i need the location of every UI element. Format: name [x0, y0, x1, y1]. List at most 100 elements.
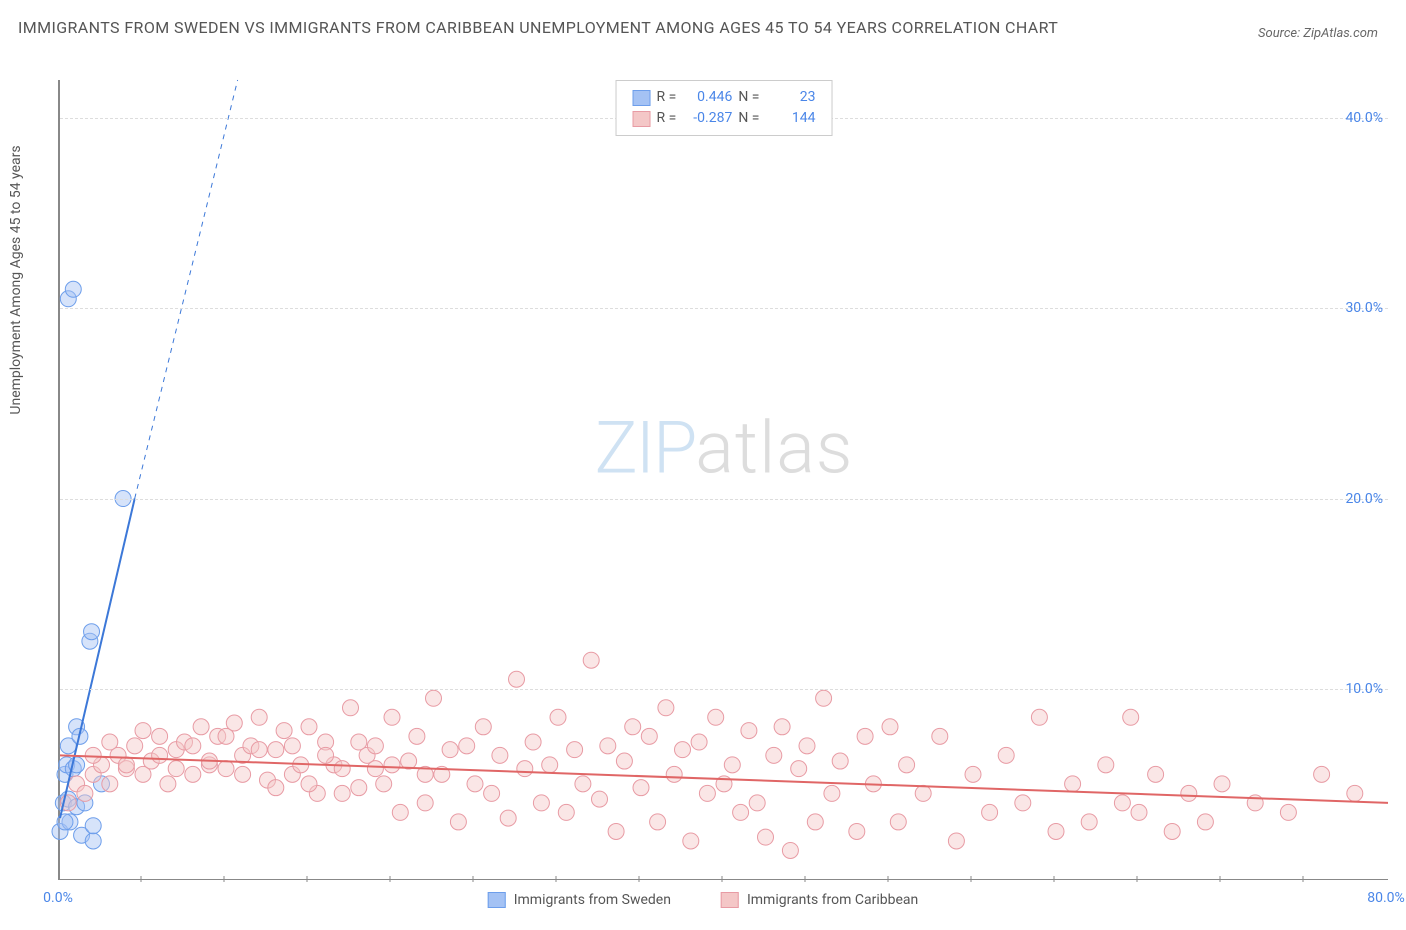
data-point [733, 804, 749, 820]
n-label: N = [738, 87, 759, 108]
x-tick-label: 0.0% [43, 890, 73, 906]
x-tick-mark [473, 876, 474, 882]
data-point [791, 761, 807, 777]
data-point [102, 776, 118, 792]
source-label: Source: ZipAtlas.com [1258, 26, 1378, 41]
x-tick-mark [224, 876, 225, 882]
data-point [409, 728, 425, 744]
data-point [251, 709, 267, 725]
data-point [160, 776, 176, 792]
x-tick-mark [888, 876, 889, 882]
data-point [417, 795, 433, 811]
x-tick-label: 80.0% [1367, 890, 1405, 906]
data-point [782, 842, 798, 858]
x-tick-mark [556, 876, 557, 882]
data-point [915, 785, 931, 801]
x-tick-mark [1220, 876, 1221, 882]
data-point [193, 719, 209, 735]
data-point [376, 776, 392, 792]
data-point [948, 833, 964, 849]
swatch-caribbean-bottom [721, 892, 739, 908]
data-point [426, 690, 442, 706]
data-point [1181, 785, 1197, 801]
data-point [633, 780, 649, 796]
data-point [824, 785, 840, 801]
data-point [1031, 709, 1047, 725]
legend-label-sweden: Immigrants from Sweden [514, 892, 671, 908]
data-point [741, 723, 757, 739]
data-point [1114, 795, 1130, 811]
data-point [152, 728, 168, 744]
swatch-sweden-bottom [488, 892, 506, 908]
data-point [998, 747, 1014, 763]
data-point [185, 766, 201, 782]
data-point [235, 766, 251, 782]
data-point [890, 814, 906, 830]
legend-item-sweden: Immigrants from Sweden [488, 892, 671, 908]
data-point [517, 761, 533, 777]
data-point [77, 785, 93, 801]
x-tick-mark [1137, 876, 1138, 882]
data-point [492, 747, 508, 763]
legend-item-caribbean: Immigrants from Caribbean [721, 892, 918, 908]
data-point [666, 766, 682, 782]
data-point [1081, 814, 1097, 830]
data-point [1098, 757, 1114, 773]
legend-row-sweden: R = 0.446 N = 23 [633, 87, 816, 108]
data-point [616, 753, 632, 769]
data-point [766, 747, 782, 763]
gridline [60, 499, 1388, 500]
swatch-caribbean [633, 111, 651, 127]
data-point [774, 719, 790, 735]
correlation-legend: R = 0.446 N = 23 R = -0.287 N = 144 [616, 80, 833, 136]
r-value-caribbean: -0.287 [682, 108, 732, 129]
x-tick-mark [307, 876, 308, 882]
data-point [1131, 804, 1147, 820]
data-point [218, 761, 234, 777]
data-point [343, 700, 359, 716]
data-point [1347, 785, 1363, 801]
y-tick-label: 30.0% [1345, 300, 1383, 316]
data-point [384, 757, 400, 773]
data-point [965, 766, 981, 782]
data-point [85, 833, 101, 849]
gridline [60, 308, 1388, 309]
r-label: R = [657, 87, 677, 108]
data-point [1148, 766, 1164, 782]
data-point [608, 823, 624, 839]
r-value-sweden: 0.446 [682, 87, 732, 108]
data-point [749, 795, 765, 811]
y-axis-label: Unemployment Among Ages 45 to 54 years [8, 80, 24, 480]
x-tick-mark [639, 876, 640, 882]
x-tick-mark [722, 876, 723, 882]
y-tick-label: 20.0% [1345, 491, 1383, 507]
legend-row-caribbean: R = -0.287 N = 144 [633, 108, 816, 129]
data-point [1214, 776, 1230, 792]
data-point [982, 804, 998, 820]
data-point [691, 734, 707, 750]
data-point [708, 709, 724, 725]
data-point [542, 757, 558, 773]
data-point [475, 719, 491, 735]
data-point [301, 776, 317, 792]
data-point [932, 728, 948, 744]
data-point [334, 761, 350, 777]
data-point [1197, 814, 1213, 830]
data-point [550, 709, 566, 725]
data-point [1164, 823, 1180, 839]
data-point [1015, 795, 1031, 811]
legend-label-caribbean: Immigrants from Caribbean [747, 892, 918, 908]
n-value-sweden: 23 [765, 87, 815, 108]
data-point [442, 742, 458, 758]
data-point [509, 671, 525, 687]
plot-area: ZIPatlas R = 0.446 N = 23 R = -0.287 N =… [58, 80, 1388, 880]
data-point [284, 738, 300, 754]
scatter-svg [60, 80, 1388, 879]
data-point [899, 757, 915, 773]
data-point [351, 780, 367, 796]
data-point [525, 734, 541, 750]
data-point [334, 785, 350, 801]
y-tick-label: 10.0% [1345, 681, 1383, 697]
chart-container: Unemployment Among Ages 45 to 54 years Z… [18, 80, 1388, 920]
x-tick-mark [1303, 876, 1304, 882]
